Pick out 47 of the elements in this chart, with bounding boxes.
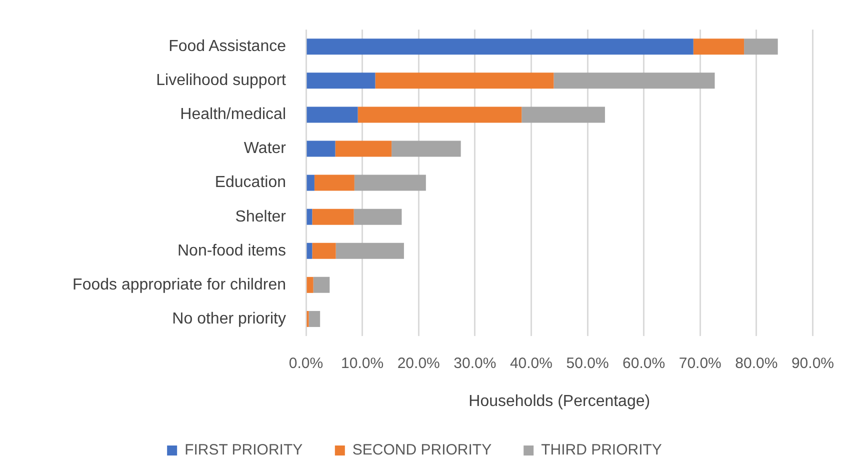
bar — [554, 72, 715, 89]
x-tick-label: 50.0% — [566, 355, 609, 372]
y-tick-label: Education — [214, 174, 286, 192]
bar — [693, 38, 744, 55]
bar — [335, 140, 392, 157]
bar — [306, 38, 694, 55]
bar — [306, 208, 312, 225]
bar — [375, 72, 554, 89]
bar — [354, 208, 402, 225]
x-tick-label: 60.0% — [622, 355, 666, 372]
bar — [306, 72, 376, 89]
legend-label: THIRD PRIORITY — [541, 442, 662, 459]
y-tick-label: Water — [244, 140, 287, 158]
x-tick-label: 0.0% — [288, 355, 324, 372]
bar — [392, 140, 461, 157]
y-tick-label: Livelihood support — [156, 72, 287, 90]
x-tick-label: 40.0% — [510, 355, 552, 372]
y-tick-label: Foods appropriate for children — [72, 276, 286, 294]
bar — [312, 208, 354, 225]
x-tick-label: 90.0% — [791, 355, 834, 372]
bar — [306, 276, 314, 293]
x-tick-label: 20.0% — [397, 355, 440, 372]
legend-label: FIRST PRIORITY — [184, 442, 303, 459]
y-tick-label: Health/medical — [180, 106, 286, 124]
bar — [306, 242, 312, 259]
x-tick-label: 10.0% — [341, 355, 384, 372]
x-tick-label: 70.0% — [678, 355, 722, 372]
bar — [306, 174, 314, 191]
y-tick-label: No other priority — [172, 310, 286, 328]
x-tick-label: 80.0% — [735, 355, 778, 372]
x-axis-title: Households (Percentage) — [468, 392, 650, 410]
bar — [744, 38, 778, 55]
bar — [308, 310, 320, 327]
x-tick-label: 30.0% — [454, 355, 496, 372]
bar — [522, 106, 605, 123]
bar — [312, 242, 336, 259]
bar — [358, 106, 522, 123]
bar — [306, 106, 358, 123]
y-tick-label: Food Assistance — [168, 38, 286, 56]
bar — [306, 140, 336, 157]
legend-label: SECOND PRIORITY — [352, 442, 492, 459]
y-tick-label: Non-food items — [178, 242, 286, 260]
bar — [354, 174, 426, 191]
bar — [313, 276, 330, 293]
y-tick-label: Shelter — [235, 208, 287, 226]
bar — [336, 242, 404, 259]
bar — [314, 174, 354, 191]
